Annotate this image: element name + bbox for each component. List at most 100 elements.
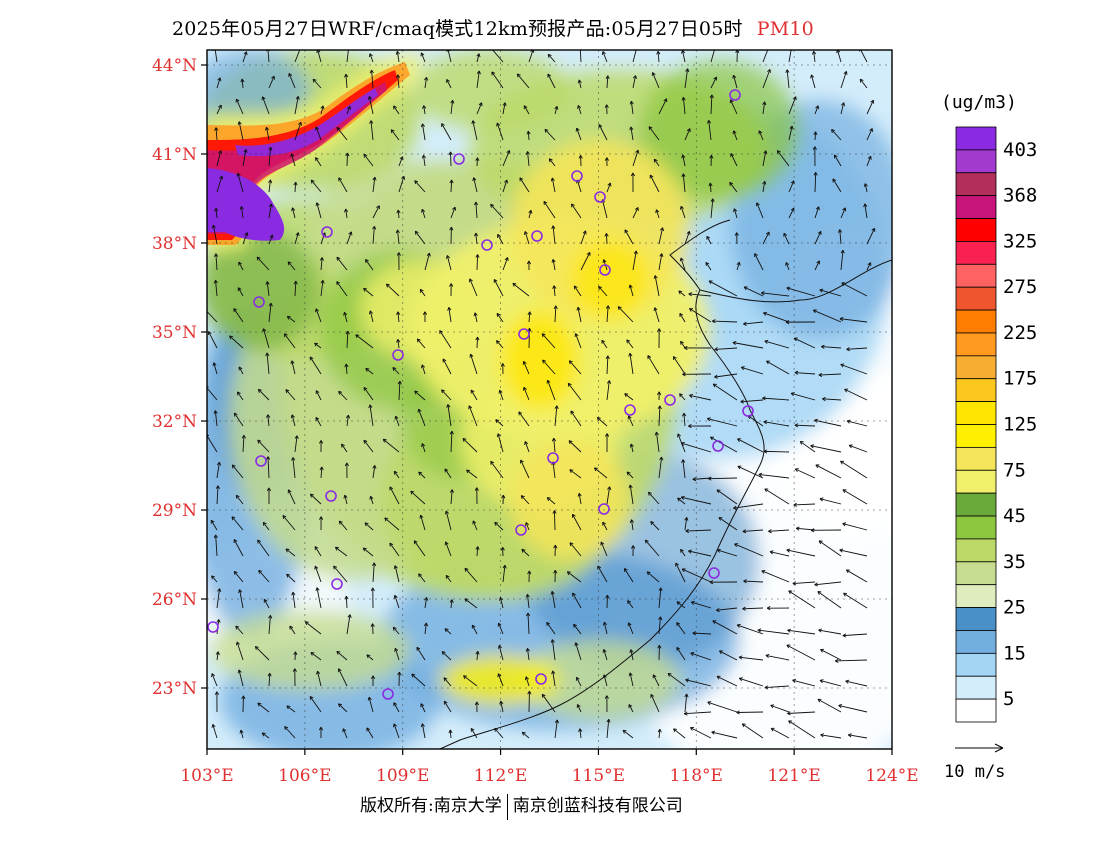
wind-arrow (294, 435, 299, 453)
wind-arrow (790, 392, 816, 401)
lat-tick-label: 32°N (152, 412, 197, 432)
city-marker (515, 524, 527, 536)
wind-arrow (237, 121, 244, 141)
wind-arrow (216, 175, 224, 193)
wind-arrow (650, 693, 660, 713)
wind-arrow (833, 154, 842, 167)
wind-arrow (755, 202, 764, 219)
city-marker (255, 455, 267, 467)
wind-arrow (554, 105, 559, 115)
wind-arrow (338, 177, 348, 193)
wind-arrow (736, 710, 764, 715)
legend-swatch (955, 149, 997, 174)
city-marker (598, 503, 610, 515)
wind-arrow (363, 386, 374, 401)
wind-arrow (676, 601, 686, 609)
wind-arrow (741, 723, 764, 739)
wind-arrow (679, 393, 686, 401)
wind-arrow (845, 679, 868, 687)
wind-arrow (617, 306, 634, 323)
wind-arrow (596, 417, 608, 427)
wind-arrow (551, 225, 556, 245)
wind-arrow (294, 232, 300, 245)
wind-arrow (312, 78, 322, 89)
concentration-field (207, 50, 892, 749)
wind-arrow (469, 353, 478, 375)
wind-arrow (762, 50, 769, 63)
wind-arrow (787, 628, 816, 635)
legend-swatch (955, 492, 997, 517)
copyright-left: 版权所有:南京大学 (360, 796, 502, 816)
wind-arrow (761, 569, 790, 583)
wind-arrow (794, 468, 816, 479)
legend-unit: (ug/m3) (941, 92, 1017, 113)
wind-arrow (810, 74, 816, 89)
wind-arrow (257, 439, 270, 453)
wind-arrow (463, 675, 478, 687)
wind-arrow (840, 102, 846, 115)
wind-arrow (568, 360, 582, 375)
wind-arrow (216, 150, 223, 167)
city-marker (624, 404, 636, 416)
wind-arrow (569, 542, 582, 557)
city-marker (207, 621, 219, 633)
wind-arrow (384, 517, 400, 531)
wind-arrow (346, 50, 349, 63)
wind-arrow (710, 198, 715, 219)
wind-arrow (314, 546, 322, 557)
wind-arrow (424, 76, 429, 89)
wind-arrow (543, 200, 556, 219)
wind-arrow (283, 333, 296, 349)
wind-arrow (502, 179, 509, 193)
wind-arrow (315, 202, 322, 219)
wind-arrow (601, 51, 608, 63)
legend-swatch (955, 584, 997, 608)
wind-arrow (602, 521, 608, 531)
wind-arrow (237, 669, 244, 687)
wind-arrow (239, 206, 244, 219)
wind-arrow (216, 104, 222, 115)
wind-arrow (658, 616, 663, 635)
wind-arrow (794, 423, 816, 428)
wind-arrow (343, 311, 348, 323)
wind-arrow (837, 229, 843, 245)
wind-arrow (372, 226, 377, 245)
wind-arrow (372, 176, 377, 193)
wind-arrow (648, 126, 660, 141)
wind-arrow (490, 203, 504, 219)
wind-arrow (653, 158, 660, 167)
legend-swatch (955, 241, 997, 265)
wind-arrow (571, 513, 582, 531)
wind-arrow (287, 261, 296, 271)
wind-arrow (658, 98, 668, 115)
wind-arrow (624, 568, 634, 583)
wind-arrow (290, 360, 296, 375)
wind-arrow (647, 355, 660, 375)
wind-arrow (733, 503, 764, 510)
wind-arrow (689, 393, 712, 401)
wind-arrow (572, 592, 582, 609)
wind-arrow (449, 226, 454, 245)
wind-arrow (547, 53, 556, 63)
wind-arrow (257, 539, 270, 557)
wind-arrow (523, 386, 530, 401)
wind-arrow (319, 516, 324, 531)
wind-arrow (667, 673, 686, 687)
wind-arrow (626, 339, 634, 349)
wind-arrow (309, 493, 322, 505)
wind-arrow (315, 390, 322, 401)
wind-arrow (395, 74, 401, 89)
wind-arrow (764, 488, 790, 505)
wind-arrow (392, 367, 400, 375)
wind-arrow (689, 308, 712, 323)
wind-arrow (256, 256, 270, 271)
wind-arrow (421, 208, 426, 219)
wind-arrow (448, 729, 453, 739)
wind-arrow (346, 614, 352, 635)
wind-arrow (420, 723, 426, 739)
wind-arrow (420, 703, 426, 713)
wind-arrow (814, 418, 842, 427)
wind-arrow (475, 157, 480, 167)
wind-arrow (294, 50, 301, 63)
wind-arrow (265, 281, 270, 297)
